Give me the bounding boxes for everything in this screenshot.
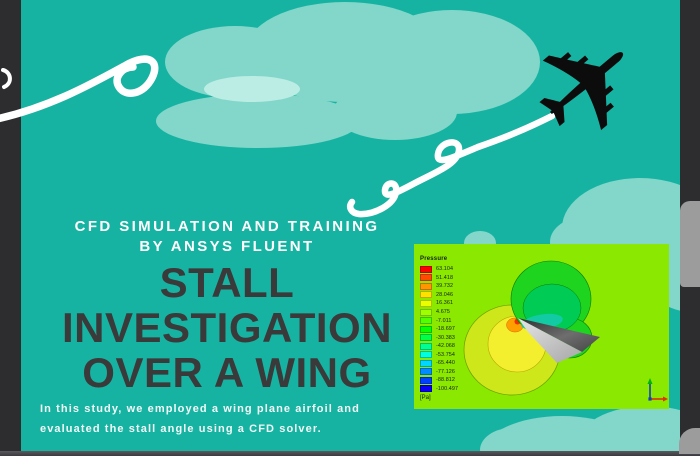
left-swirl [0, 55, 159, 123]
cfd-pressure-contour-plot: Pressure 63.104 51.418 39.732 28.046 16.361 4… [414, 244, 669, 409]
legend-value: -42.068 [436, 343, 455, 350]
legend-row: -42.068 [420, 342, 458, 351]
legend-value: 39.732 [436, 283, 454, 290]
legend-value: -18.697 [436, 326, 455, 333]
wing-top-surface [518, 318, 600, 352]
pressure-legend-rows: 63.104 51.418 39.732 28.046 16.361 4.675 -7.01… [420, 265, 458, 393]
title-line1: STALL [159, 259, 295, 306]
left-small-curl [1, 68, 12, 89]
legend-swatch [420, 282, 432, 290]
legend-value: -100.497 [436, 385, 459, 392]
legend-swatch [420, 359, 432, 367]
legend-value: 4.675 [436, 309, 450, 315]
legend-swatch [420, 385, 432, 393]
legend-swatch [420, 308, 432, 316]
legend-row: -65.440 [420, 359, 458, 368]
legend-swatch [420, 291, 432, 299]
legend-row: -100.497 [420, 385, 458, 394]
contour-graphic [463, 260, 668, 402]
subtitle: CFD SIMULATION AND TRAINING BY ANSYS FLU… [47, 217, 407, 257]
legend-row: -18.697 [420, 325, 458, 334]
legend-swatch [420, 299, 432, 307]
pressure-legend: Pressure 63.104 51.418 39.732 28.046 16.361 4… [420, 256, 458, 401]
legend-row: -77.126 [420, 368, 458, 377]
legend-value: -88.812 [436, 377, 455, 384]
legend-swatch [420, 325, 432, 333]
legend-row: 63.104 [420, 265, 458, 274]
legend-title: Pressure [420, 256, 448, 262]
legend-swatch [420, 265, 432, 273]
legend-value: 16.361 [436, 300, 454, 307]
legend-swatch [420, 334, 432, 342]
wing-bottom-surface [518, 318, 582, 363]
legend-row: -53.754 [420, 350, 458, 359]
axis-triad [647, 378, 668, 402]
legend-row: 39.732 [420, 282, 458, 291]
description-text: In this study, we employed a wing plane … [40, 403, 360, 436]
legend-row: -30.383 [420, 333, 458, 342]
legend-swatch [420, 274, 432, 282]
legend-value: -30.383 [436, 334, 455, 341]
legend-row: 16.361 [420, 299, 458, 308]
subtitle-line2: BY ANSYS FLUENT [139, 238, 315, 255]
contrail-swirl [347, 112, 556, 218]
legend-value: -7.011 [436, 317, 452, 324]
legend-row: 51.418 [420, 274, 458, 283]
subtitle-line1: CFD SIMULATION AND TRAINING [74, 218, 380, 235]
cloud-highlight [204, 76, 300, 102]
legend-swatch [420, 376, 432, 384]
page-title: STALL INVESTIGATION OVER A WING [47, 260, 407, 395]
legend-value: -65.440 [436, 360, 455, 367]
legend-swatch [420, 351, 432, 359]
legend-row: -7.011 [420, 316, 458, 325]
cloud-over-bar-bottom [679, 428, 700, 454]
legend-row: 4.675 [420, 308, 458, 317]
legend-unit: [Pa] [420, 395, 431, 402]
legend-value: 51.418 [436, 274, 454, 281]
legend-value: 28.046 [436, 291, 454, 298]
bottom-edge-strip [0, 451, 700, 456]
legend-value: -53.754 [436, 351, 455, 358]
legend-swatch [420, 342, 432, 350]
legend-row: 28.046 [420, 291, 458, 300]
legend-swatch [420, 317, 432, 325]
title-line2: INVESTIGATION [61, 304, 393, 351]
legend-swatch [420, 368, 432, 376]
title-line3: OVER A WING [82, 349, 372, 396]
legend-row: -88.812 [420, 376, 458, 385]
legend-value: -77.126 [436, 368, 455, 375]
legend-value: 63.104 [436, 266, 454, 273]
cloud-over-bar-mid [680, 201, 700, 287]
